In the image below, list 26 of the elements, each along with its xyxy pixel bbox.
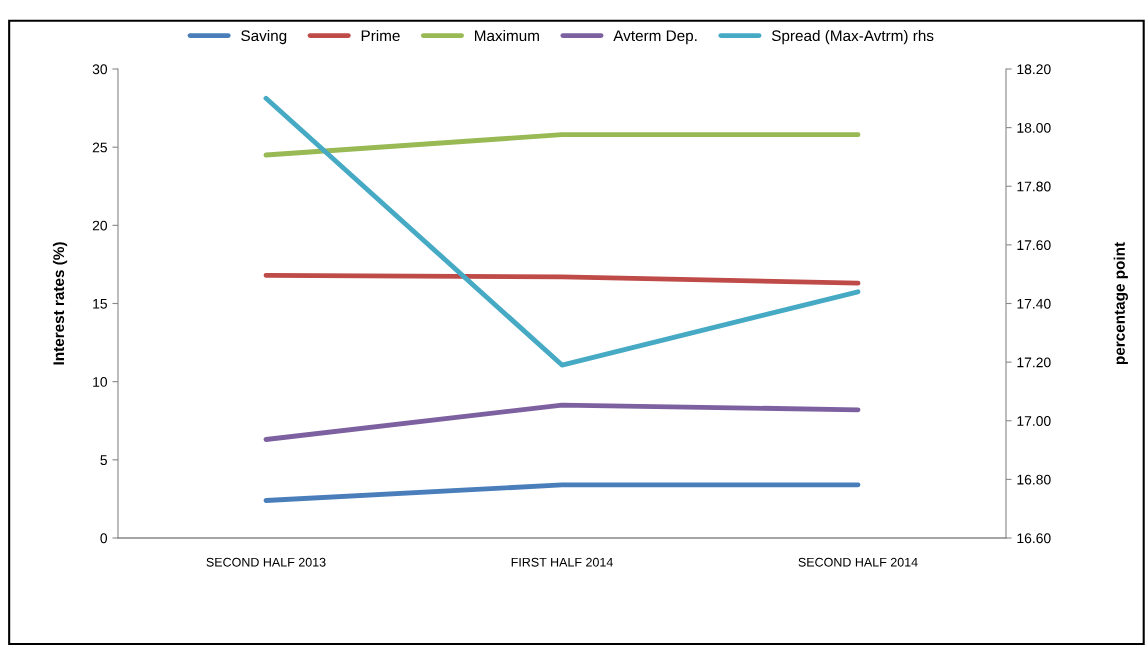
y-axis-title: Interest rates (%) bbox=[52, 242, 68, 365]
y2-tick-label: 16.60 bbox=[1017, 533, 1051, 544]
y2-tick-label: 17.20 bbox=[1017, 357, 1051, 368]
legend-label: Spread (Max-Avtrm) rhs bbox=[771, 29, 934, 45]
x-tick-label: SECOND HALF 2013 bbox=[206, 557, 326, 567]
legend-label: Maximum bbox=[474, 29, 539, 42]
y-tick-label: 5 bbox=[100, 455, 107, 465]
x-tick-label: FIRST HALF 2014 bbox=[511, 557, 613, 567]
y2-axis-title: percentage point bbox=[1113, 242, 1128, 365]
y-tick-label: 10 bbox=[93, 377, 108, 387]
x-tick-label: SECOND HALF 2014 bbox=[798, 557, 918, 567]
y2-tick-label: 17.40 bbox=[1017, 298, 1051, 309]
y-tick-label: 20 bbox=[92, 220, 108, 231]
y2-tick-label: 17.80 bbox=[1017, 181, 1051, 192]
y2-tick-label: 17.60 bbox=[1017, 240, 1051, 251]
y2-tick-label: 16.80 bbox=[1017, 474, 1051, 485]
y-tick-label: 30 bbox=[92, 64, 108, 75]
legend-label: Avterm Dep. bbox=[613, 30, 697, 45]
y-tick-label: 0 bbox=[100, 533, 108, 544]
legend-label: Prime bbox=[361, 29, 400, 42]
y2-tick-label: 18.00 bbox=[1017, 122, 1051, 133]
y2-tick-label: 17.00 bbox=[1017, 416, 1051, 426]
y2-tick-label: 18.20 bbox=[1017, 64, 1051, 75]
y-tick-label: 25 bbox=[92, 142, 107, 153]
legend-label: Saving bbox=[241, 29, 287, 45]
y-tick-label: 15 bbox=[93, 298, 107, 309]
